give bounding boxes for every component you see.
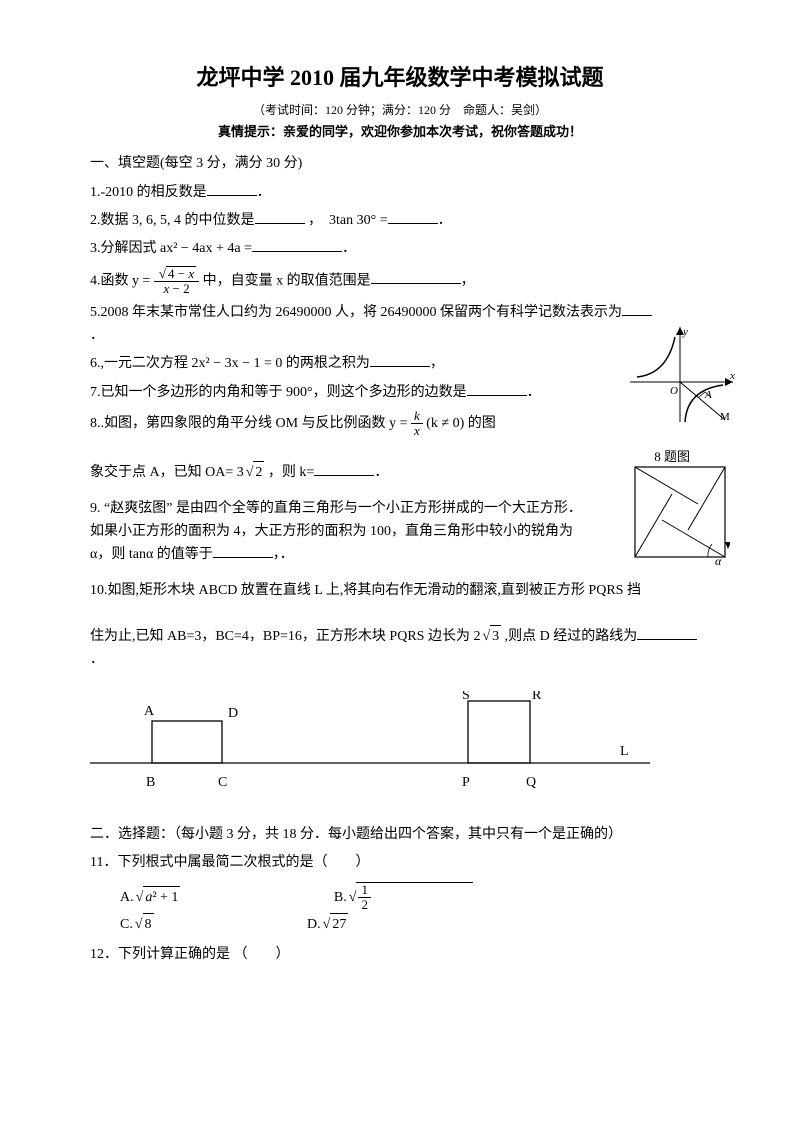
svg-text:P: P xyxy=(462,775,470,790)
q9-quote: “赵爽弦图” xyxy=(104,501,172,516)
q2-text-a: 2.数据 3, 6, 5, 4 的中位数是 xyxy=(90,213,255,228)
question-3: 3.分解因式 ax² − 4ax + 4a =． xyxy=(90,237,710,260)
blank xyxy=(467,381,527,396)
option-a: A.a² + 1 xyxy=(120,886,280,909)
svg-text:x: x xyxy=(729,370,735,382)
section-2-header: 二．选择题：（每小题 3 分，共 18 分．每小题给出四个答案，其中只有一个是正… xyxy=(90,824,710,846)
svg-text:y: y xyxy=(682,326,688,338)
q2-text-b: ， 3tan 30° = xyxy=(308,213,388,228)
blank xyxy=(255,209,305,224)
question-9: 9. “赵爽弦图” 是由四个全等的直角三角形与一个小正方形拼成的一个大正方形．如… xyxy=(90,498,710,566)
svg-text:Q: Q xyxy=(526,775,536,790)
blank xyxy=(207,181,257,196)
q8-fraction: k x xyxy=(411,409,423,439)
q6-text: 6.,一元二次方程 2x² − 3x − 1 = 0 的两根之积为 xyxy=(90,356,370,371)
q4-text-b: 中，自变量 x 的取值范围是 xyxy=(203,273,371,288)
q10-text-b: 住为止,已知 AB=3，BC=4，BP=16，正方形木块 PQRS 边长为 23… xyxy=(90,629,637,644)
q8-text-b: 象交于点 A，已知 OA= 32 ，则 k= xyxy=(90,465,314,480)
question-6: 6.,一元二次方程 2x² − 3x − 1 = 0 的两根之积为， xyxy=(90,352,710,375)
svg-text:R: R xyxy=(532,691,542,703)
blank xyxy=(370,352,430,367)
svg-text:M: M xyxy=(720,411,730,423)
question-5: 5.2008 年末某市常住人口约为 26490000 人，将 26490000 … xyxy=(90,301,710,347)
blank xyxy=(213,543,273,558)
blank xyxy=(622,301,652,316)
q5-text: 5.2008 年末某市常住人口约为 26490000 人，将 26490000 … xyxy=(90,305,622,320)
question-1: 1.-2010 的相反数是． xyxy=(90,181,710,204)
question-4: 4.函数 y = 4 − x x − 2 中，自变量 x 的取值范围是， xyxy=(90,266,710,297)
svg-text:S: S xyxy=(462,691,470,703)
blank xyxy=(371,269,461,284)
svg-text:α: α xyxy=(715,554,722,567)
figure-8-graph: y x O A M xyxy=(625,322,740,432)
option-d: D.27 xyxy=(307,913,448,936)
exam-meta: （考试时间：120 分钟；满分：120 分 命题人：吴剑） xyxy=(90,101,710,120)
svg-text:D: D xyxy=(228,706,238,721)
question-11: 11．下列根式中属最简二次根式的是（ ） xyxy=(90,852,710,874)
q1-text: 1.-2010 的相反数是 xyxy=(90,185,207,200)
question-10: 10.如图,矩形木块 ABCD 放置在直线 L 上,将其向右作无滑动的翻滚,直到… xyxy=(90,580,710,671)
q4-y: y = xyxy=(132,273,150,288)
svg-text:C: C xyxy=(218,775,227,790)
section-1-header: 一、填空题(每空 3 分，满分 30 分) xyxy=(90,153,710,175)
blank xyxy=(314,461,374,476)
question-12: 12．下列计算正确的是 （ ） xyxy=(90,944,710,966)
page-title: 龙坪中学 2010 届九年级数学中考模拟试题 xyxy=(90,60,710,95)
q11-options: A.a² + 1 B.12 C.8 D.27 xyxy=(120,882,710,936)
q3-text: 3.分解因式 ax² − 4ax + 4a = xyxy=(90,241,252,256)
figure-9-diagram: α xyxy=(630,462,730,567)
blank xyxy=(388,209,438,224)
svg-text:A: A xyxy=(144,704,155,719)
blank xyxy=(252,237,342,252)
question-8: 8..如图，第四象限的角平分线 OM 与反比例函数 y = k x (k ≠ 0… xyxy=(90,409,710,484)
exam-notice: 真情提示：亲爱的同学，欢迎你参加本次考试，祝你答题成功！ xyxy=(90,122,710,143)
q8-text-a: 8..如图，第四象限的角平分线 OM 与反比例函数 xyxy=(90,416,389,431)
q8-y: y = xyxy=(389,416,407,431)
svg-text:O: O xyxy=(670,385,678,397)
question-7: 7.已知一个多边形的内角和等于 900°，则这个多边形的边数是． xyxy=(90,381,710,404)
q8-paren: (k ≠ 0) 的图 xyxy=(426,416,496,431)
q10-text-a: 10.如图,矩形木块 ABCD 放置在直线 L 上,将其向右作无滑动的翻滚,直到… xyxy=(90,583,641,598)
question-2: 2.数据 3, 6, 5, 4 的中位数是 ， 3tan 30° =． xyxy=(90,209,710,232)
q4-text-a: 4.函数 xyxy=(90,273,132,288)
q9-num: 9. xyxy=(90,501,101,516)
blank xyxy=(637,625,697,640)
svg-text:L: L xyxy=(620,744,629,759)
option-b: B.12 xyxy=(334,882,573,913)
q7-text: 7.已知一个多边形的内角和等于 900°，则这个多边形的边数是 xyxy=(90,385,467,400)
q4-fraction: 4 − x x − 2 xyxy=(154,266,199,297)
diagram-10: A D B C S R P Q L xyxy=(90,691,710,809)
option-c: C.8 xyxy=(120,913,254,936)
svg-text:B: B xyxy=(146,775,155,790)
figure-container: 6.,一元二次方程 2x² − 3x − 1 = 0 的两根之积为， 7.已知一… xyxy=(90,352,710,566)
